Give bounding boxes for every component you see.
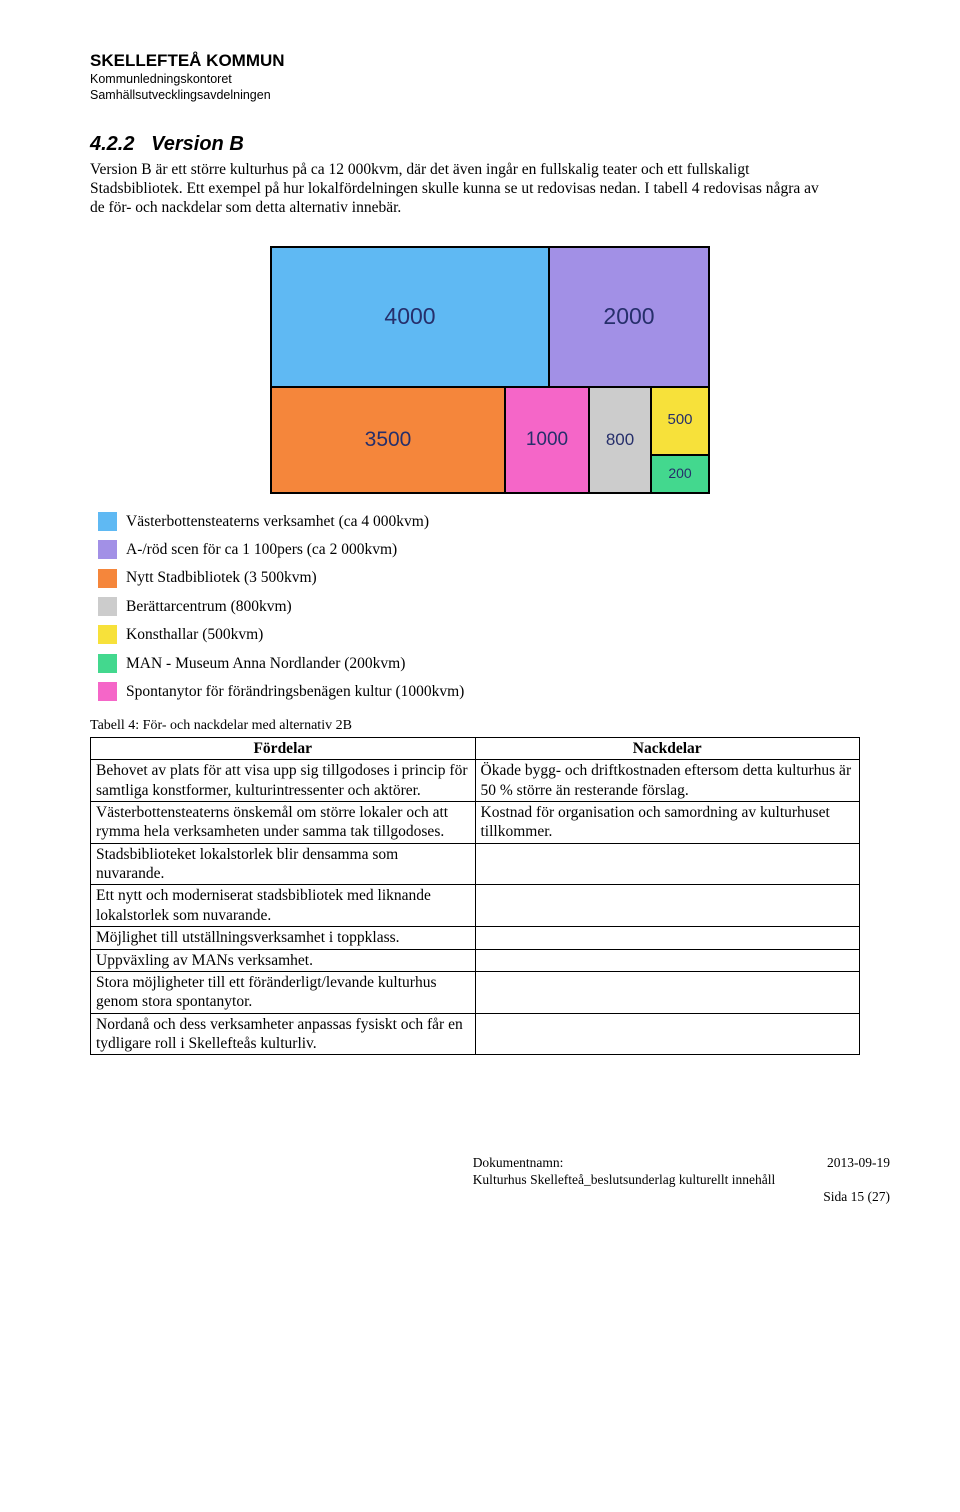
legend-text: Berättarcentrum (800kvm) bbox=[126, 597, 292, 616]
table-cell bbox=[475, 927, 860, 949]
table-cell bbox=[475, 971, 860, 1013]
treemap-cell: 3500 bbox=[271, 387, 505, 493]
table-caption: Tabell 4: För- och nackdelar med alterna… bbox=[90, 717, 890, 735]
table-row: Nordanå och dess verksamheter anpassas f… bbox=[91, 1013, 860, 1055]
treemap-cell: 2000 bbox=[549, 247, 709, 387]
page-footer: Dokumentnamn: Kulturhus Skellefteå_beslu… bbox=[90, 1155, 890, 1206]
legend-item: Konsthallar (500kvm) bbox=[98, 625, 890, 644]
table-cell: Stadsbiblioteket lokalstorlek blir densa… bbox=[91, 843, 476, 885]
org-sub1: Kommunledningskontoret bbox=[90, 72, 890, 88]
legend-swatch bbox=[98, 597, 117, 616]
section-heading: 4.2.2 Version B bbox=[90, 132, 890, 157]
section-paragraph: Version B är ett större kulturhus på ca … bbox=[90, 160, 820, 218]
treemap-cell: 500 bbox=[651, 387, 709, 455]
table-cell: Behovet av plats för att visa upp sig ti… bbox=[91, 760, 476, 802]
legend: Västerbottensteaterns verksamhet (ca 4 0… bbox=[98, 512, 890, 702]
legend-item: Berättarcentrum (800kvm) bbox=[98, 597, 890, 616]
table-row: Stadsbiblioteket lokalstorlek blir densa… bbox=[91, 843, 860, 885]
legend-text: A-/röd scen för ca 1 100pers (ca 2 000kv… bbox=[126, 540, 397, 559]
legend-swatch bbox=[98, 569, 117, 588]
section-title-text: Version B bbox=[151, 133, 244, 155]
table-cell: Nordanå och dess verksamheter anpassas f… bbox=[91, 1013, 476, 1055]
legend-swatch bbox=[98, 625, 117, 644]
footer-page: Sida 15 (27) bbox=[823, 1189, 890, 1206]
treemap-cell: 4000 bbox=[271, 247, 549, 387]
table-cell bbox=[475, 1013, 860, 1055]
legend-text: Nytt Stadbibliotek (3 500kvm) bbox=[126, 568, 317, 587]
legend-swatch bbox=[98, 654, 117, 673]
table-row: Uppväxling av MANs verksamhet. bbox=[91, 949, 860, 971]
legend-text: Västerbottensteaterns verksamhet (ca 4 0… bbox=[126, 512, 429, 531]
legend-text: Spontanytor för förändringsbenägen kultu… bbox=[126, 682, 464, 701]
table-cell: Möjlighet till utställningsverksamhet i … bbox=[91, 927, 476, 949]
treemap-cell: 1000 bbox=[505, 387, 589, 493]
legend-text: MAN - Museum Anna Nordlander (200kvm) bbox=[126, 654, 405, 673]
pros-cons-table: FördelarNackdelarBehovet av plats för at… bbox=[90, 737, 860, 1056]
table-row: Behovet av plats för att visa upp sig ti… bbox=[91, 760, 860, 802]
org-name: SKELLEFTEÅ KOMMUN bbox=[90, 50, 890, 71]
treemap-chart: 40002000 35001000800500200 bbox=[270, 246, 710, 494]
legend-swatch bbox=[98, 682, 117, 701]
footer-doc-name: Kulturhus Skellefteå_beslutsunderlag kul… bbox=[473, 1172, 776, 1189]
table-cell bbox=[475, 843, 860, 885]
legend-item: MAN - Museum Anna Nordlander (200kvm) bbox=[98, 654, 890, 673]
legend-item: Västerbottensteaterns verksamhet (ca 4 0… bbox=[98, 512, 890, 531]
table-cell bbox=[475, 885, 860, 927]
legend-swatch bbox=[98, 540, 117, 559]
table-row: Möjlighet till utställningsverksamhet i … bbox=[91, 927, 860, 949]
legend-swatch bbox=[98, 512, 117, 531]
table-row: Stora möjligheter till ett föränderligt/… bbox=[91, 971, 860, 1013]
treemap-cell: 800 bbox=[589, 387, 651, 493]
table-header: Fördelar bbox=[91, 737, 476, 759]
legend-item: Spontanytor för förändringsbenägen kultu… bbox=[98, 682, 890, 701]
table-row: Västerbottensteaterns önskemål om större… bbox=[91, 801, 860, 843]
table-cell: Ett nytt och moderniserat stadsbibliotek… bbox=[91, 885, 476, 927]
treemap-cell: 200 bbox=[651, 455, 709, 493]
table-header: Nackdelar bbox=[475, 737, 860, 759]
footer-left-label: Dokumentnamn: bbox=[473, 1155, 776, 1172]
table-cell: Kostnad för organisation och samordning … bbox=[475, 801, 860, 843]
table-cell bbox=[475, 949, 860, 971]
section-number: 4.2.2 bbox=[90, 133, 134, 155]
page-header: SKELLEFTEÅ KOMMUN Kommunledningskontoret… bbox=[90, 50, 890, 104]
table-cell: Ökade bygg- och driftkostnaden eftersom … bbox=[475, 760, 860, 802]
table-cell: Stora möjligheter till ett föränderligt/… bbox=[91, 971, 476, 1013]
org-sub2: Samhällsutvecklingsavdelningen bbox=[90, 88, 890, 104]
footer-date: 2013-09-19 bbox=[823, 1155, 890, 1172]
legend-item: A-/röd scen för ca 1 100pers (ca 2 000kv… bbox=[98, 540, 890, 559]
legend-item: Nytt Stadbibliotek (3 500kvm) bbox=[98, 568, 890, 587]
table-row: Ett nytt och moderniserat stadsbibliotek… bbox=[91, 885, 860, 927]
table-cell: Uppväxling av MANs verksamhet. bbox=[91, 949, 476, 971]
table-cell: Västerbottensteaterns önskemål om större… bbox=[91, 801, 476, 843]
legend-text: Konsthallar (500kvm) bbox=[126, 625, 263, 644]
